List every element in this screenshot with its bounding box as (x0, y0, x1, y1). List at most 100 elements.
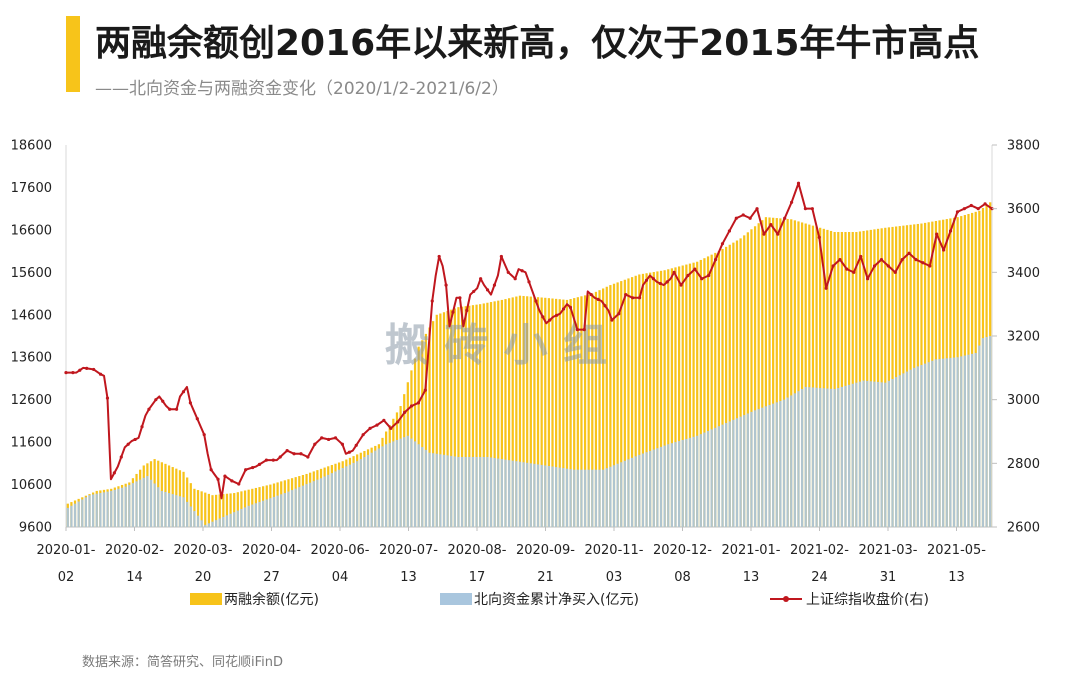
margin-balance-bar (725, 246, 728, 527)
margin-balance-bar (236, 492, 239, 527)
margin-balance-bar (670, 268, 673, 527)
margin-balance-bar (200, 491, 203, 527)
margin-balance-bar (482, 303, 485, 527)
northbound-bar (421, 447, 424, 527)
margin-balance-bar (500, 299, 503, 527)
index-point (976, 207, 980, 211)
margin-balance-bar (529, 296, 532, 527)
northbound-bar (732, 419, 735, 527)
index-point (859, 254, 863, 259)
northbound-bar (70, 505, 73, 527)
northbound-bar (254, 503, 258, 527)
margin-balance-bar (735, 240, 739, 527)
margin-balance-bar (225, 493, 229, 527)
legend-label: 北向资金累计净买入(亿元) (474, 592, 639, 608)
northbound-bar (591, 469, 594, 527)
margin-balance-bar (587, 294, 590, 527)
northbound-bar (938, 358, 941, 527)
northbound-bar (772, 403, 775, 527)
northbound-bar (927, 362, 930, 527)
northbound-bar (399, 438, 402, 527)
margin-balance-bar (768, 217, 771, 527)
x-tick-label-top: 2020-11- (584, 543, 643, 558)
margin-balance-bar (750, 229, 753, 527)
margin-balance-bar (677, 266, 681, 527)
northbound-bar (804, 386, 807, 527)
northbound-bar (797, 391, 800, 527)
margin-balance-bar (786, 218, 789, 527)
margin-balance-bar (453, 308, 456, 527)
margin-balance-bar (518, 295, 522, 527)
northbound-bar (565, 468, 569, 527)
margin-balance-bar (196, 490, 200, 527)
northbound-bar (149, 479, 153, 527)
northbound-bar (327, 474, 330, 527)
northbound-bar (978, 345, 981, 527)
northbound-bar (764, 406, 768, 527)
right-tick-label: 2800 (1007, 457, 1040, 472)
northbound-bar (366, 454, 370, 527)
index-point (409, 404, 414, 408)
northbound-bar (167, 493, 171, 527)
northbound-bar (113, 489, 116, 527)
northbound-bar (840, 386, 844, 527)
northbound-bar (674, 442, 677, 527)
northbound-bar (526, 462, 529, 527)
northbound-bar (616, 463, 619, 527)
right-tick-label: 3200 (1007, 330, 1040, 345)
left-axis: 18600 17600 16600 15600 14600 13600 12600 11600… (11, 139, 52, 536)
northbound-bar (750, 411, 753, 527)
margin-balance-bar (764, 217, 768, 527)
northbound-bar (251, 504, 254, 527)
index-point (831, 264, 835, 268)
index-point (624, 293, 628, 297)
index-point (458, 296, 462, 300)
northbound-bar (656, 448, 659, 527)
index-point (555, 313, 559, 317)
margin-balance-bar (547, 298, 551, 527)
x-tick-label-bottom: 02 (58, 570, 75, 585)
northbound-bar (507, 460, 511, 527)
margin-balance-bar (229, 493, 232, 527)
northbound-bar (348, 464, 352, 527)
northbound-bar (923, 363, 927, 527)
margin-balance-bar (580, 296, 583, 527)
margin-balance-bar (804, 223, 807, 527)
northbound-bar (746, 413, 749, 527)
index-point (472, 289, 476, 294)
northbound-bar (468, 456, 471, 527)
northbound-bar (960, 356, 963, 527)
margin-balance-bar (460, 306, 464, 527)
northbound-bar (225, 515, 229, 527)
index-point (223, 474, 227, 478)
index-point (700, 277, 704, 281)
northbound-bar (439, 454, 442, 527)
northbound-bar (573, 469, 576, 527)
index-point (734, 216, 738, 220)
northbound-bar (692, 436, 695, 527)
northbound-bar (131, 483, 135, 527)
index-point (776, 232, 780, 236)
index-point (306, 455, 310, 459)
northbound-bar (265, 499, 268, 527)
margin-balance-bar (800, 222, 804, 527)
x-tick-label-top: 2021-05- (927, 543, 986, 558)
index-point (479, 277, 483, 281)
northbound-bar (352, 462, 355, 527)
x-tick-label-bottom: 14 (126, 570, 143, 585)
northbound-bar (453, 456, 456, 527)
margin-balance-bar (471, 305, 475, 527)
index-point (112, 471, 116, 475)
x-tick-label-top: 2020-04- (242, 543, 301, 558)
northbound-bar (178, 496, 182, 527)
northbound-bar (457, 456, 460, 527)
northbound-bar (667, 444, 670, 527)
index-point (181, 390, 186, 394)
northbound-bar (826, 388, 829, 527)
northbound-bar (981, 338, 985, 527)
margin-balance-bar (884, 227, 887, 527)
index-point (969, 203, 973, 208)
northbound-bar (612, 465, 616, 527)
northbound-bar (641, 453, 645, 527)
